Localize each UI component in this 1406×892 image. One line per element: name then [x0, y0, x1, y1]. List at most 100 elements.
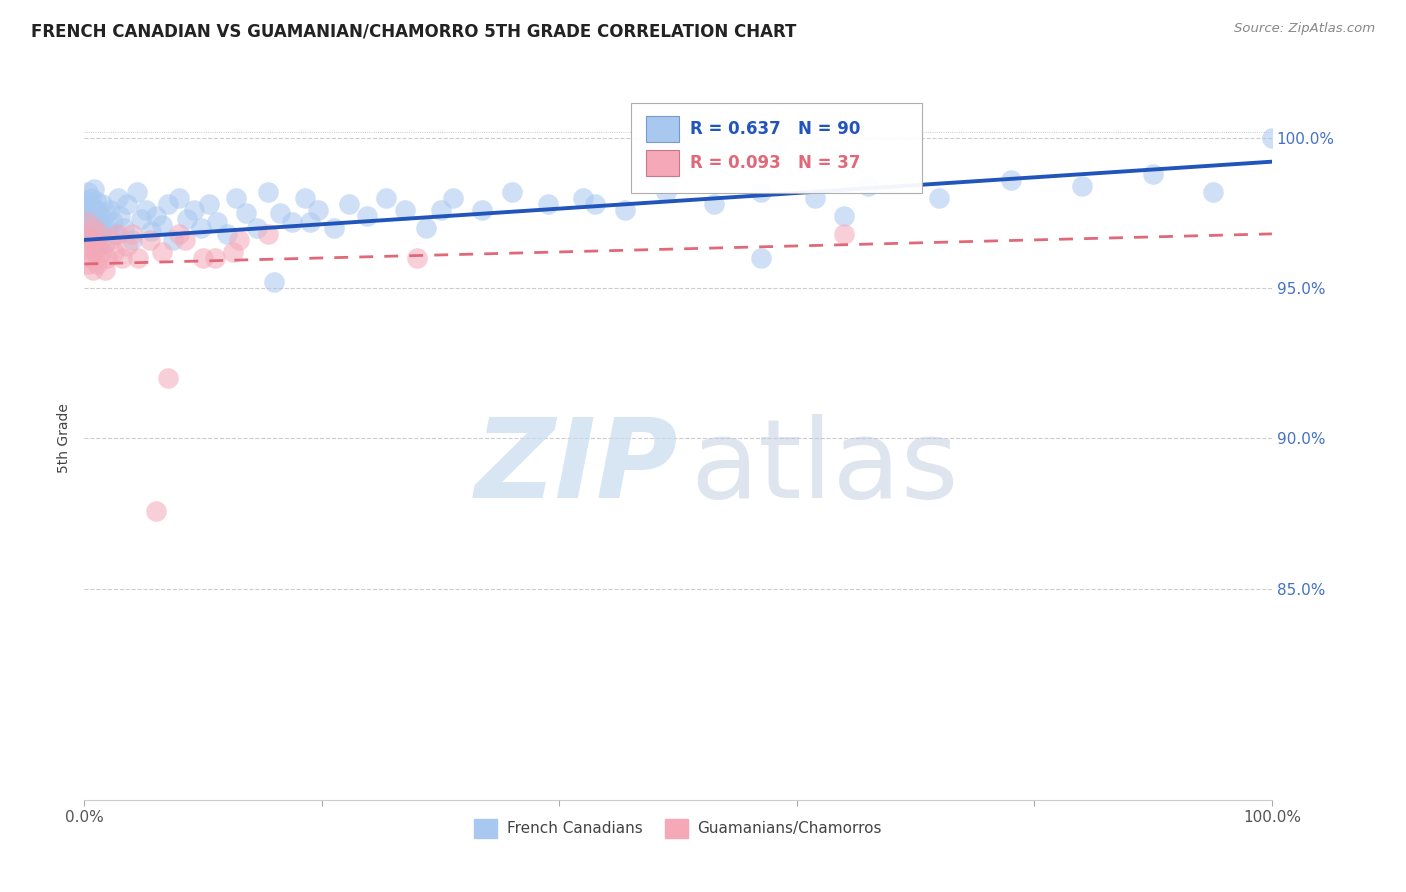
Point [97, 224, 120, 238]
Point [703, 196, 725, 211]
Point [1261, 130, 1284, 145]
Point [83, 182, 105, 196]
Point [156, 196, 179, 211]
Point [471, 202, 494, 217]
Point [107, 191, 129, 205]
Point [73, 227, 96, 241]
Point [429, 202, 451, 217]
Point [415, 220, 437, 235]
Point [501, 185, 523, 199]
Point [121, 227, 143, 241]
Point [87, 239, 110, 253]
Point [75, 215, 97, 229]
Point [84, 233, 107, 247]
FancyBboxPatch shape [647, 151, 679, 177]
Point [356, 209, 378, 223]
Point [80, 191, 103, 205]
Point [115, 239, 138, 253]
Point [83, 220, 105, 235]
Point [1201, 185, 1223, 199]
Point [80, 233, 103, 247]
Point [298, 215, 321, 229]
Point [222, 244, 245, 259]
Point [77, 257, 100, 271]
Text: FRENCH CANADIAN VS GUAMANIAN/CHAMORRO 5TH GRADE CORRELATION CHART: FRENCH CANADIAN VS GUAMANIAN/CHAMORRO 5T… [31, 22, 796, 40]
Text: R = 0.637   N = 90: R = 0.637 N = 90 [690, 120, 860, 138]
Point [749, 251, 772, 265]
Point [655, 185, 678, 199]
Point [1142, 167, 1164, 181]
Point [91, 244, 114, 259]
Point [749, 185, 772, 199]
Point [856, 178, 879, 193]
Point [281, 215, 304, 229]
Point [174, 233, 197, 247]
Point [77, 230, 100, 244]
Legend: French Canadians, Guamanians/Chamorros: French Canadians, Guamanians/Chamorros [468, 813, 889, 844]
Point [583, 196, 606, 211]
Point [394, 202, 416, 217]
Point [93, 218, 115, 232]
Point [89, 227, 111, 241]
Point [89, 209, 111, 223]
Point [82, 263, 104, 277]
Text: ZIP: ZIP [475, 414, 678, 521]
Point [111, 251, 134, 265]
Point [536, 196, 558, 211]
Point [207, 215, 229, 229]
Point [84, 194, 107, 208]
Point [86, 257, 108, 271]
Point [307, 202, 329, 217]
FancyBboxPatch shape [647, 117, 679, 143]
Point [131, 211, 153, 226]
Point [183, 202, 205, 217]
Point [613, 202, 636, 217]
Point [101, 215, 124, 229]
Point [235, 206, 257, 220]
Point [73, 206, 96, 220]
Point [84, 239, 107, 253]
Point [121, 233, 143, 247]
Point [93, 235, 115, 250]
Point [225, 191, 247, 205]
Point [215, 227, 238, 241]
Point [75, 242, 97, 256]
FancyBboxPatch shape [631, 103, 921, 193]
Point [79, 218, 101, 232]
Point [803, 191, 825, 205]
Point [90, 220, 112, 235]
Point [191, 251, 214, 265]
Point [337, 196, 360, 211]
Point [834, 227, 856, 241]
Point [93, 263, 115, 277]
Point [138, 233, 160, 247]
Point [269, 206, 291, 220]
Point [77, 209, 100, 223]
Point [79, 196, 101, 211]
Point [96, 251, 118, 265]
Point [375, 191, 398, 205]
Point [245, 220, 267, 235]
Point [94, 206, 117, 220]
Point [190, 220, 212, 235]
Point [150, 244, 173, 259]
Point [91, 196, 114, 211]
Point [104, 227, 127, 241]
Y-axis label: 5th Grade: 5th Grade [58, 403, 72, 474]
Point [100, 202, 122, 217]
Point [198, 196, 221, 211]
Point [108, 209, 131, 223]
Point [322, 220, 344, 235]
Point [162, 233, 184, 247]
Point [125, 185, 148, 199]
Point [82, 211, 104, 226]
Point [263, 275, 285, 289]
Point [572, 191, 595, 205]
Point [87, 227, 110, 241]
Point [257, 227, 280, 241]
Point [75, 194, 97, 208]
Point [77, 202, 100, 217]
Point [115, 196, 138, 211]
Point [77, 185, 100, 199]
Point [834, 209, 856, 223]
